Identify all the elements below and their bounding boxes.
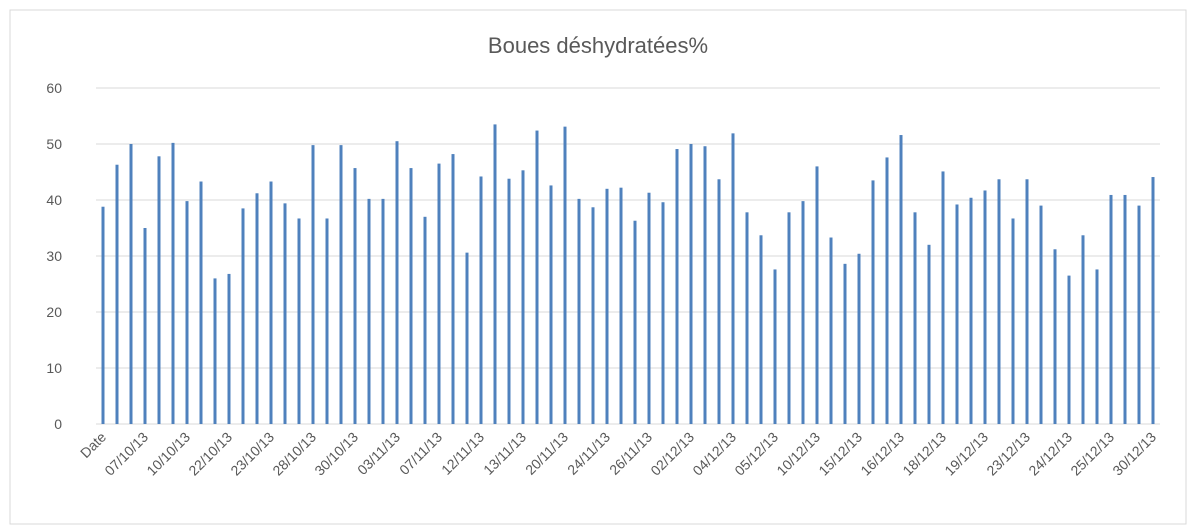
bar — [171, 142, 175, 424]
bar — [955, 204, 959, 424]
bar — [1151, 177, 1155, 424]
bar — [255, 193, 259, 424]
y-tick-label: 0 — [54, 416, 62, 432]
bar — [185, 201, 189, 424]
y-tick-label: 10 — [46, 360, 62, 376]
bar — [241, 208, 245, 424]
y-tick-label: 50 — [46, 136, 62, 152]
bar — [311, 145, 315, 424]
bar — [885, 157, 889, 424]
bar — [605, 188, 609, 424]
bar — [199, 181, 203, 424]
bar — [969, 197, 973, 424]
bar — [829, 237, 833, 424]
bar — [395, 141, 399, 424]
bar — [325, 218, 329, 424]
bar — [1095, 269, 1099, 424]
bar — [941, 171, 945, 424]
bar — [1053, 249, 1057, 424]
chart-title: Boues déshydratées% — [488, 33, 708, 58]
bar — [1025, 179, 1029, 424]
bar — [717, 179, 721, 424]
bar — [283, 203, 287, 424]
bar — [675, 149, 679, 425]
y-tick-label: 40 — [46, 192, 62, 208]
bar — [773, 269, 777, 424]
bar — [633, 220, 637, 424]
bar — [983, 190, 987, 424]
bar — [843, 263, 847, 424]
bar — [157, 156, 161, 424]
bar — [115, 164, 119, 424]
bar — [451, 154, 455, 424]
bar — [745, 212, 749, 424]
bar — [1011, 218, 1015, 424]
bar — [549, 185, 553, 424]
bar — [591, 207, 595, 424]
bar — [269, 181, 273, 424]
bar — [297, 218, 301, 424]
bar — [381, 198, 385, 424]
bar — [577, 198, 581, 424]
bar — [563, 126, 567, 424]
y-tick-label: 20 — [46, 304, 62, 320]
bar — [1067, 275, 1071, 424]
bar — [227, 273, 231, 424]
bar — [521, 170, 525, 424]
bar — [423, 216, 427, 424]
bar — [801, 201, 805, 424]
chart-frame — [9, 9, 1187, 525]
bar — [661, 202, 665, 424]
bar — [1109, 194, 1113, 424]
bar — [647, 192, 651, 424]
bar — [409, 168, 413, 424]
bar — [927, 244, 931, 424]
bar — [731, 133, 735, 425]
bar — [899, 135, 903, 425]
bar — [1039, 205, 1043, 424]
bar — [703, 146, 707, 425]
bar — [437, 163, 441, 424]
bar — [689, 144, 693, 424]
bar — [353, 168, 357, 424]
bar — [507, 178, 511, 424]
bar — [101, 206, 105, 424]
bar — [493, 124, 497, 425]
bar — [1081, 235, 1085, 424]
y-tick-label: 30 — [46, 248, 62, 264]
y-tick-label: 60 — [46, 80, 62, 96]
bar — [1137, 205, 1141, 424]
bar — [759, 235, 763, 424]
bar — [1123, 194, 1127, 424]
bar — [465, 252, 469, 424]
bar — [857, 253, 861, 424]
bar — [213, 278, 217, 424]
bar — [997, 179, 1001, 424]
bar — [913, 212, 917, 424]
bar — [787, 212, 791, 424]
bar — [129, 144, 133, 424]
bar — [535, 130, 539, 424]
bar — [815, 166, 819, 424]
bar — [871, 180, 875, 424]
bar — [367, 198, 371, 424]
bar — [143, 228, 147, 424]
bar — [479, 176, 483, 424]
bar — [339, 145, 343, 424]
bar — [619, 187, 623, 424]
